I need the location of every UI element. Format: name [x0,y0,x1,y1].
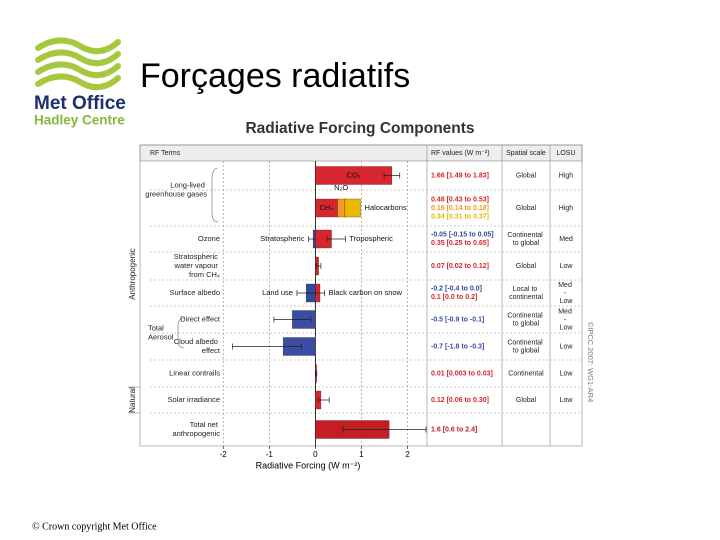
bar-label: CO₂ [347,170,361,179]
losu: Med [559,236,573,243]
x-tick-label: 0 [313,450,318,459]
bar [344,198,361,218]
logo-waves [35,37,121,91]
error-bar [315,263,322,269]
bar [337,198,346,218]
error-bar [326,236,346,242]
spatial-scale: Continental to global [507,339,544,354]
spatial-scale: Global [516,172,537,179]
rf-term: Stratospheric water vapour from CH₄ [174,252,220,279]
credit: ©IPCC 2007: WG1-AR4 [586,322,595,403]
spatial-scale: Continental [508,370,544,377]
side-label: Anthropogenic [128,248,137,300]
losu: Low [560,263,574,270]
rf-term: Solar irradiance [167,395,220,404]
spatial-scale: Continental to global [507,312,544,327]
spatial-scale: Local to continental [509,286,543,301]
value-label: 0.12 [0.06 to 0.30] [431,397,489,404]
error-bar [273,316,312,323]
error-bar [383,172,401,179]
losu: Low [560,397,574,404]
bar-label: Tropospheric [349,234,393,243]
x-tick-label: -1 [266,450,274,459]
rf-term: Total net anthropogenic [172,420,220,438]
spatial-scale: Global [516,263,537,270]
value-label: 0.07 [0.02 to 0.12] [431,263,489,270]
losu: Med - Low [558,282,574,305]
error-bar [317,397,330,403]
rf-term: Direct effect [180,314,221,323]
panel-border [139,144,583,447]
slide-title: Forçages radiatifs [140,57,410,95]
aerosol-label: Total Aerosol [148,323,174,341]
value-label: -0.5 [-0.9 to -0.1] [431,316,484,323]
value-label: 1.66 [1.49 to 1.83] [431,172,489,179]
bar-label: CH₄ [319,203,333,212]
x-tick-label: 2 [405,450,410,459]
bar-label: Black carbon on snow [329,288,403,297]
x-tick-label: 1 [359,450,364,459]
value-label: 0.34 [0.31 to 0.37] [431,213,489,220]
column-header: RF values (W m⁻²) [431,150,490,157]
bar-label: Halocarbons [365,203,407,212]
logo-subname: Hadley Centre [34,113,125,128]
error-bar [232,343,302,350]
spatial-scale: Global [516,397,537,404]
rf-term: Cloud albedo effect [174,337,221,355]
bar-label: N₂O [334,183,348,192]
value-label: 0.1 [0.0 to 0.2] [431,294,477,301]
ghg-brace [211,167,219,223]
value-label: 0.48 [0.43 to 0.53] [431,196,489,203]
column-header: LOSU [556,150,575,157]
chart-title: Radiative Forcing Components [245,120,474,137]
column-header: RF Terms [150,150,181,157]
bar-label: Stratospheric [260,234,304,243]
value-label: 0.16 [0.14 to 0.18] [431,205,489,212]
rf-term: Ozone [198,234,220,243]
error-bar [342,426,427,433]
aerosol-brace [177,317,185,349]
losu: Low [560,370,574,377]
x-axis-label: Radiative Forcing (W m⁻²) [256,460,361,470]
x-tick-label: -2 [220,450,228,459]
spatial-scale: Continental to global [507,232,544,247]
bar-label: Land use [262,288,293,297]
logo-name: Met Office [34,93,126,114]
spatial-scale: Global [516,205,537,212]
losu: High [559,205,574,212]
error-bar [315,290,325,296]
value-label: -0.2 [-0.4 to 0.0] [431,286,482,293]
losu: Med - Low [558,308,574,331]
value-label: 0.01 [0.003 to 0.03] [431,370,493,377]
error-bar [315,370,318,377]
losu: Low [560,343,574,350]
rf-term: Surface albedo [170,288,220,297]
value-label: -0.05 [-0.15 to 0.05] [431,232,494,239]
side-label: Natural [128,387,137,413]
footer: © Crown copyright Met Office [32,521,157,532]
value-label: 1.6 [0.6 to 2.4] [431,426,477,433]
column-header: Spatial scale [506,150,546,157]
rf-term: Long-lived greenhouse gases [145,180,207,198]
losu: High [559,172,574,179]
rf-term: Linear contrails [169,368,220,377]
value-label: 0.35 [0.25 to 0.65] [431,240,489,247]
value-label: -0.7 [-1.8 to -0.3] [431,343,484,350]
figure-panel: RF Terms RF values (W m⁻²) Spatial scale LO… [128,144,583,459]
